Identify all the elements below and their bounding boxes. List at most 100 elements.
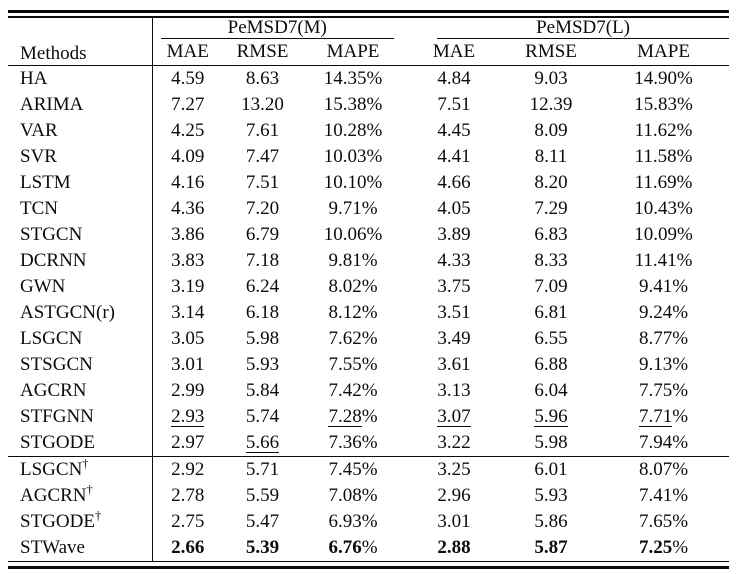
table-body: HA 4.59 8.63 14.35% 4.84 9.03 14.90% ARIMA 7.27 1… (8, 65, 730, 562)
metric-value: 7.29 (504, 196, 598, 222)
metric-value-number: 5.74 (245, 405, 280, 427)
percent-sign: % (676, 171, 693, 193)
method-name: STWave (8, 534, 153, 562)
percent-sign: % (361, 431, 378, 453)
metric-value: 10.06% (302, 222, 404, 248)
metric-value-number: 10.28 (323, 119, 367, 141)
percent-sign: % (676, 145, 693, 167)
metric-value: 2.99 (152, 378, 223, 404)
metric-value: 7.94% (598, 430, 729, 457)
percent-sign: % (361, 327, 378, 349)
metric-value: 2.96 (404, 483, 504, 509)
metric-value-number: 3.25 (437, 458, 471, 480)
metric-value: 8.07% (598, 455, 730, 483)
metric-value: 5.98 (223, 326, 302, 352)
percent-sign: % (361, 353, 378, 375)
percent-sign: % (672, 510, 689, 532)
metric-value: 8.77% (598, 326, 729, 352)
metric-value: 4.36 (152, 196, 223, 222)
metric-value-number: 8.33 (534, 249, 568, 271)
metric-value: 9.81% (302, 248, 404, 274)
metric-value-number: 5.66 (245, 431, 280, 453)
table-row: DCRNN 3.83 7.18 9.81% 4.33 8.33 11.41% (8, 247, 729, 274)
metric-value: 10.09% (598, 222, 729, 248)
metric-value-number: 7.25 (639, 536, 673, 558)
percent-sign: % (672, 353, 689, 375)
group-header-cell-pemsd7m: PeMSD7(M) (152, 18, 404, 39)
metric-value: 7.41% (598, 483, 729, 509)
table-row: LSGCN† 2.92 5.71 7.45% 3.25 6.01 8.07% (8, 455, 730, 483)
metric-value-number: 3.75 (437, 275, 471, 297)
metric-value: 6.83 (504, 222, 598, 248)
metric-value-number: 2.88 (437, 536, 471, 558)
percent-sign: % (366, 223, 383, 245)
metric-value-number: 7.42 (328, 379, 362, 401)
metric-value-number: 7.62 (328, 327, 362, 349)
metric-value-number: 3.89 (437, 223, 471, 245)
percent-sign: % (361, 405, 378, 427)
metric-value: 6.24 (223, 274, 302, 300)
metric-value: 2.75 (152, 509, 223, 535)
metric-value-number: 2.66 (171, 536, 205, 558)
metric-value: 5.96 (504, 404, 598, 430)
metric-value: 4.09 (152, 144, 223, 170)
metric-value: 8.33 (504, 248, 598, 274)
metric-value: 14.90% (598, 65, 729, 92)
metric-value: 7.09 (504, 274, 598, 300)
metric-value-number: 2.92 (171, 458, 205, 480)
metric-value: 9.24% (598, 300, 729, 326)
metric-value: 5.98 (504, 430, 598, 457)
metric-value-number: 5.71 (245, 458, 280, 480)
percent-sign: % (677, 93, 693, 115)
table-row: GWN 3.19 6.24 8.02% 3.75 7.09 9.41% (8, 273, 729, 300)
table-row: ASTGCN(r) 3.14 6.18 8.12% 3.51 6.81 9.24% (8, 299, 729, 326)
metric-value-number: 3.01 (171, 353, 205, 375)
method-name: GWN (8, 273, 153, 300)
metric-value: 8.20 (504, 170, 598, 196)
metric-value: 9.41% (598, 274, 729, 300)
metric-value-number: 4.09 (171, 145, 205, 167)
dagger-mark: † (86, 482, 93, 497)
percent-sign: % (676, 119, 693, 141)
metric-value-number: 5.98 (534, 431, 568, 453)
method-name: AGCRN (8, 377, 153, 404)
metric-value: 5.74 (223, 404, 302, 430)
metric-value-number: 9.24 (639, 301, 673, 323)
percent-sign: % (361, 458, 378, 480)
metric-value: 11.62% (598, 118, 729, 144)
metric-value-number: 12.39 (529, 93, 573, 115)
metric-value-number: 5.59 (245, 484, 280, 506)
metric-value: 13.20 (223, 92, 302, 118)
metric-value-number: 10.43 (634, 197, 677, 219)
metric-value-number: 7.09 (534, 275, 568, 297)
metric-value: 7.28% (302, 404, 404, 430)
percent-sign: % (677, 223, 693, 245)
metric-value: 8.09 (504, 118, 598, 144)
metric-value-number: 6.79 (245, 223, 280, 245)
method-name: STGODE (8, 429, 153, 456)
metric-value: 3.83 (152, 248, 223, 274)
metric-value-number: 9.71 (328, 197, 362, 219)
top-rule-thick (8, 10, 729, 13)
percent-sign: % (672, 379, 689, 401)
metric-value-number: 5.93 (245, 353, 280, 375)
metric-value-number: 7.45 (328, 458, 362, 480)
metric-value-number: 6.93 (328, 510, 362, 532)
metric-value-number: 3.83 (171, 249, 205, 271)
metric-value: 4.05 (404, 196, 504, 222)
bottom-rule-thick (8, 565, 729, 569)
metric-value-number: 8.07 (639, 458, 673, 480)
method-name: HA (8, 65, 153, 92)
percent-sign: % (677, 67, 693, 89)
percent-sign: % (366, 67, 383, 89)
metric-value: 6.01 (504, 455, 599, 483)
metric-value-number: 2.97 (171, 431, 205, 453)
metric-value-number: 3.49 (437, 327, 471, 349)
metric-value: 7.47 (223, 144, 302, 170)
metric-value: 2.97 (152, 430, 223, 457)
metric-value: 8.02% (302, 274, 404, 300)
metric-value-number: 5.98 (245, 327, 280, 349)
metric-value-number: 4.36 (171, 197, 205, 219)
metric-value: 2.92 (152, 455, 223, 483)
